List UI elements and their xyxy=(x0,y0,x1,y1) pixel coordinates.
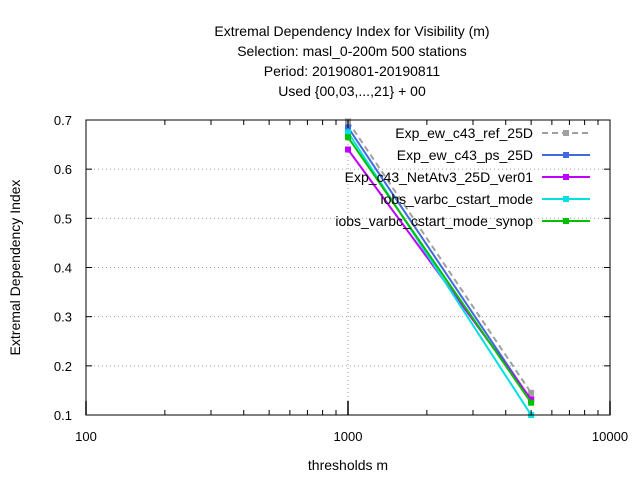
series-lines xyxy=(345,118,535,418)
legend-marker xyxy=(563,218,569,224)
legend-marker xyxy=(563,130,569,136)
legend-label: Exp_ew_c43_ref_25D xyxy=(395,125,533,141)
series-line xyxy=(347,136,532,404)
x-axis-label: thresholds m xyxy=(308,457,388,473)
legend-marker xyxy=(563,152,569,158)
legend-label: iobs_varbc_cstart_mode_synop xyxy=(335,213,533,229)
data-point xyxy=(345,134,351,141)
y-axis-label: Extremal Dependency Index xyxy=(7,180,23,356)
y-tick-label: 0.1 xyxy=(54,408,72,423)
x-tick-label: 10000 xyxy=(592,429,628,444)
legend-label: Exp_ew_c43_ps_25D xyxy=(397,147,533,163)
data-point xyxy=(345,129,351,136)
legend-marker xyxy=(563,174,569,180)
series-line xyxy=(347,131,532,416)
legend-label: iobs_varbc_cstart_mode xyxy=(380,191,533,207)
x-tick-label: 1000 xyxy=(334,429,363,444)
y-tick-label: 0.6 xyxy=(54,162,72,177)
title-line: Period: 20190801-20190811 xyxy=(264,63,441,79)
data-point xyxy=(345,146,351,153)
title-line: Extremal Dependency Index for Visibility… xyxy=(214,23,489,39)
y-tick-label: 0.5 xyxy=(54,211,72,226)
y-tick-label: 0.3 xyxy=(54,310,72,325)
data-point xyxy=(528,396,535,403)
data-point xyxy=(528,399,535,406)
series-line xyxy=(347,126,532,401)
series-line xyxy=(347,120,532,394)
y-tick-label: 0.7 xyxy=(54,113,72,128)
axis-ticks: 0.1 0.2 0.3 0.4 0.5 0.6 0.7 100 1000 10000 xyxy=(54,113,628,444)
legend: Exp_ew_c43_ref_25D Exp_ew_c43_ps_25D Exp_c… xyxy=(335,125,590,229)
title-line: Used {00,03,...,21} + 00 xyxy=(278,83,426,99)
y-tick-label: 0.4 xyxy=(54,261,72,276)
grid xyxy=(86,120,610,415)
chart-title: Extremal Dependency Index for Visibility… xyxy=(214,23,489,99)
x-tick-label: 100 xyxy=(75,429,97,444)
y-tick-label: 0.2 xyxy=(54,359,72,374)
title-line: Selection: masl_0-200m 500 stations xyxy=(237,43,467,59)
legend-marker xyxy=(563,196,569,202)
data-point xyxy=(528,389,535,396)
legend-label: Exp_c43_NetAtv3_25D_ver01 xyxy=(345,169,534,185)
